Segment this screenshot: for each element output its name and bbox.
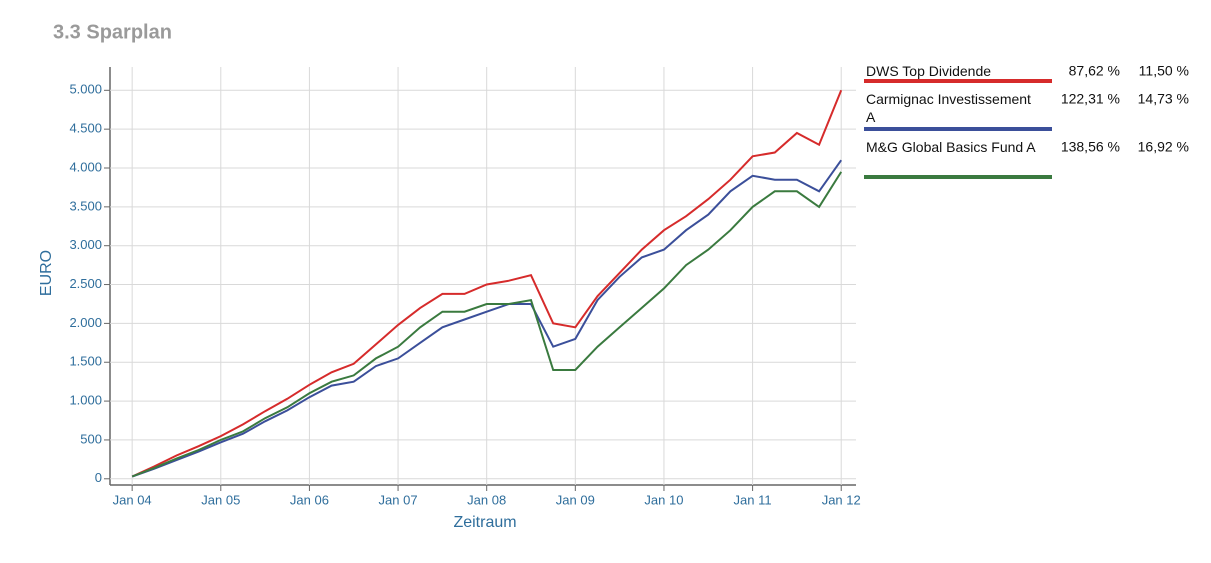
y-tick-label: 1.000 [69, 393, 102, 408]
series-line [131, 89, 843, 478]
y-tick-label: 4.500 [69, 121, 102, 136]
x-tick-label: Jan 08 [467, 492, 506, 507]
x-tick-label: Jan 09 [556, 492, 595, 507]
x-tick-label: Jan 12 [822, 492, 861, 507]
y-tick-label: 3.000 [69, 237, 102, 252]
legend-label: DWS Top Dividende [866, 63, 991, 79]
x-tick-label: Jan 11 [734, 492, 772, 507]
legend-annualized: 14,73 % [1138, 91, 1189, 107]
x-tick-label: Jan 06 [290, 492, 329, 507]
y-tick-label: 4.000 [69, 159, 102, 174]
legend-performance: 138,56 % [1061, 139, 1120, 155]
legend-annualized: 11,50 % [1139, 63, 1189, 79]
legend-label: Carmignac Investissement A [866, 91, 1031, 125]
y-axis-label: EURO [38, 250, 55, 296]
y-tick-label: 5.000 [69, 82, 102, 97]
x-tick-label: Jan 10 [644, 492, 683, 507]
legend-performance: 87,62 % [1069, 63, 1120, 79]
y-tick-label: 500 [80, 431, 102, 446]
x-tick-label: Jan 04 [113, 492, 152, 507]
y-tick-label: 0 [95, 470, 102, 485]
x-tick-label: Jan 07 [379, 492, 418, 507]
x-axis-label: Zeitraum [453, 514, 516, 531]
y-tick-label: 3.500 [69, 198, 102, 213]
series-line [131, 159, 843, 478]
chart-title: 3.3 Sparplan [53, 21, 172, 43]
y-tick-label: 1.500 [69, 354, 102, 369]
y-tick-label: 2.000 [69, 315, 102, 330]
legend-annualized: 16,92 % [1138, 139, 1189, 155]
legend-performance: 122,31 % [1061, 91, 1120, 107]
x-tick-label: Jan 05 [201, 492, 240, 507]
series-line [131, 171, 843, 478]
legend-label: M&G Global Basics Fund A [866, 139, 1036, 155]
y-tick-label: 2.500 [69, 276, 102, 291]
